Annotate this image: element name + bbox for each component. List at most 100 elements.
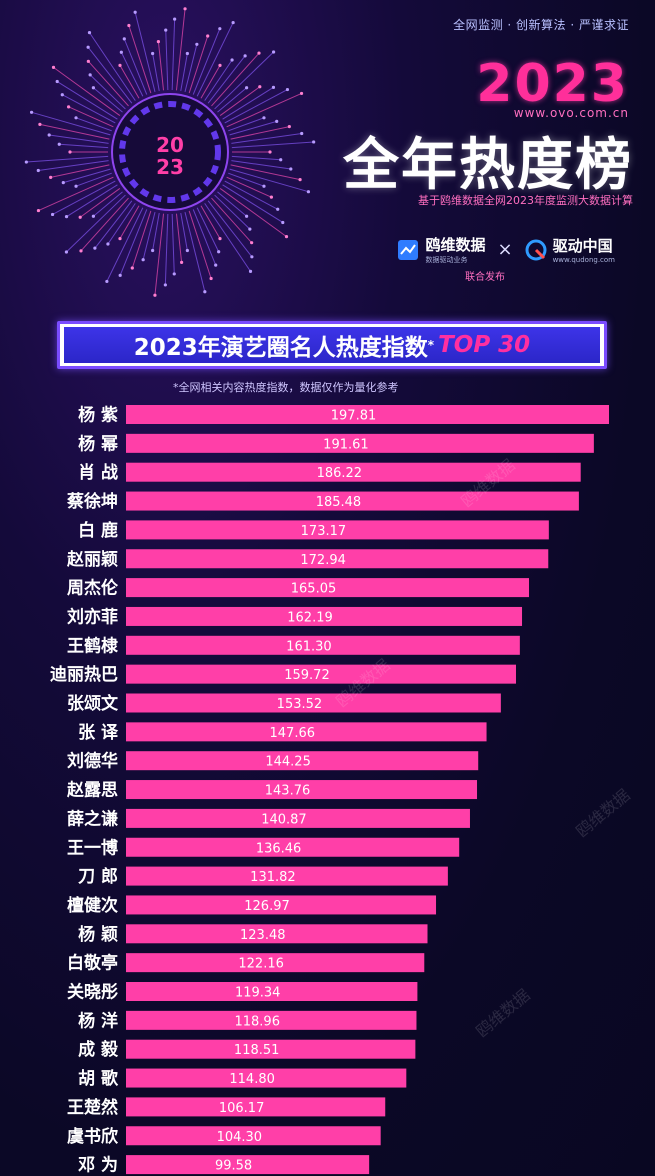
- bar: [126, 578, 530, 598]
- bar: [126, 924, 428, 944]
- chart-note: *全网相关内容热度指数，数据仅作为量化参考: [173, 381, 399, 394]
- category-label: 檀健次: [67, 895, 118, 916]
- value-label: 172.94: [300, 553, 346, 568]
- site-url: www.ovo.com.cn: [513, 106, 629, 120]
- category-label: 邓 为: [78, 1155, 118, 1176]
- category-label: 刘亦菲: [67, 606, 118, 627]
- bar: [126, 751, 479, 771]
- category-label: 白 鹿: [78, 520, 118, 541]
- banner-title: 2023年演艺圈名人热度指数: [133, 335, 428, 361]
- value-label: 140.87: [261, 812, 307, 827]
- value-label: 197.81: [331, 409, 377, 424]
- partner-logos: 鸥维数据 数据驱动业务 × 驱动中国 www.qudong.com: [397, 234, 615, 265]
- value-label: 147.66: [270, 726, 316, 741]
- logo1-sub: 数据驱动业务: [425, 256, 468, 264]
- page-title: 全年热度榜: [343, 133, 633, 198]
- category-label: 张颂文: [67, 693, 119, 714]
- category-label: 刀 郎: [78, 866, 118, 887]
- value-label: 159.72: [284, 668, 330, 683]
- bar: [126, 405, 609, 424]
- category-label: 虞书欣: [67, 1126, 119, 1147]
- bar: [126, 1097, 386, 1117]
- qudong-logo-icon: [525, 239, 547, 260]
- bar: [126, 606, 523, 626]
- value-label: 131.82: [250, 870, 296, 885]
- category-label: 关晓彤: [67, 982, 118, 1003]
- bar: [126, 462, 581, 482]
- value-label: 118.51: [234, 1043, 280, 1058]
- category-label: 王楚然: [67, 1097, 118, 1118]
- bar: [126, 549, 549, 569]
- value-label: 143.76: [265, 784, 311, 799]
- value-label: 161.30: [286, 639, 332, 654]
- value-label: 173.17: [301, 524, 347, 539]
- category-label: 杨 紫: [78, 405, 118, 426]
- value-label: 104.30: [217, 1130, 263, 1145]
- year-heading: 2023: [476, 54, 629, 114]
- category-label: 王鹤棣: [67, 635, 118, 656]
- bar: [126, 780, 478, 800]
- bar: [126, 433, 594, 453]
- logo-qudong: 驱动中国 www.qudong.com: [525, 235, 615, 264]
- chart-banner: 2023年演艺圈名人热度指数 * TOP 30: [57, 321, 607, 369]
- value-label: 114.80: [229, 1072, 275, 1087]
- page-subtitle: 基于鸥维数据全网2023年度监测大数据计算: [418, 194, 633, 207]
- badge-year-top: 20: [156, 133, 184, 157]
- bar: [126, 953, 425, 973]
- value-label: 136.46: [256, 841, 302, 856]
- bar: [126, 895, 437, 915]
- category-label: 刘德华: [67, 751, 118, 772]
- category-label: 蔡徐坤: [66, 491, 118, 512]
- category-label: 张 译: [78, 723, 119, 743]
- category-label: 赵丽颖: [66, 549, 118, 570]
- bar: [126, 491, 579, 511]
- bar: [126, 866, 448, 886]
- category-label: 周杰伦: [67, 578, 119, 599]
- value-label: 123.48: [240, 928, 286, 943]
- bar: [126, 1155, 370, 1175]
- value-label: 99.58: [215, 1159, 252, 1174]
- category-label: 杨 幂: [78, 433, 118, 454]
- x-mark: ×: [497, 239, 513, 260]
- value-label: 153.52: [277, 697, 323, 712]
- bar: [126, 635, 520, 655]
- value-label: 162.19: [287, 610, 333, 625]
- logo2-sub: www.qudong.com: [552, 256, 615, 264]
- value-label: 191.61: [323, 437, 369, 452]
- value-label: 122.16: [238, 957, 284, 972]
- category-label: 赵露思: [66, 780, 118, 801]
- value-label: 106.17: [219, 1101, 265, 1116]
- bar: [126, 837, 460, 857]
- category-label: 杨 洋: [78, 1010, 118, 1031]
- bar: [126, 1126, 381, 1146]
- value-label: 144.25: [265, 755, 311, 770]
- category-label: 肖 战: [78, 462, 118, 483]
- ouwei-logo-icon: [398, 239, 419, 260]
- firework-graphic: 20 23: [24, 7, 316, 297]
- category-label: 成 毅: [78, 1039, 119, 1060]
- value-label: 185.48: [316, 495, 362, 510]
- logo2-text: 驱动中国: [552, 237, 613, 255]
- category-label: 迪丽热巴: [50, 664, 118, 685]
- bar: [126, 664, 516, 684]
- bar: [126, 722, 487, 742]
- bar: [126, 1068, 407, 1088]
- category-label: 薛之谦: [67, 808, 118, 829]
- bar: [126, 1039, 416, 1059]
- bar: [126, 1010, 417, 1030]
- value-label: 126.97: [244, 899, 290, 914]
- banner-star: *: [427, 338, 435, 352]
- bar: [126, 808, 470, 828]
- category-label: 胡 歌: [78, 1068, 119, 1089]
- joint-release-label: 联合发布: [465, 272, 505, 283]
- value-label: 119.34: [235, 986, 281, 1001]
- header-tags: 全网监测 · 创新算法 · 严谨求证: [453, 18, 629, 32]
- banner-top30: TOP 30: [438, 332, 531, 358]
- value-label: 186.22: [317, 466, 363, 481]
- category-label: 杨 颖: [78, 924, 118, 945]
- chart-banner-inner: 2023年演艺圈名人热度指数 * TOP 30: [64, 327, 600, 363]
- logo-ouwei: 鸥维数据 数据驱动业务: [397, 234, 485, 265]
- value-label: 165.05: [291, 582, 337, 597]
- logo1-text: 鸥维数据: [425, 236, 486, 254]
